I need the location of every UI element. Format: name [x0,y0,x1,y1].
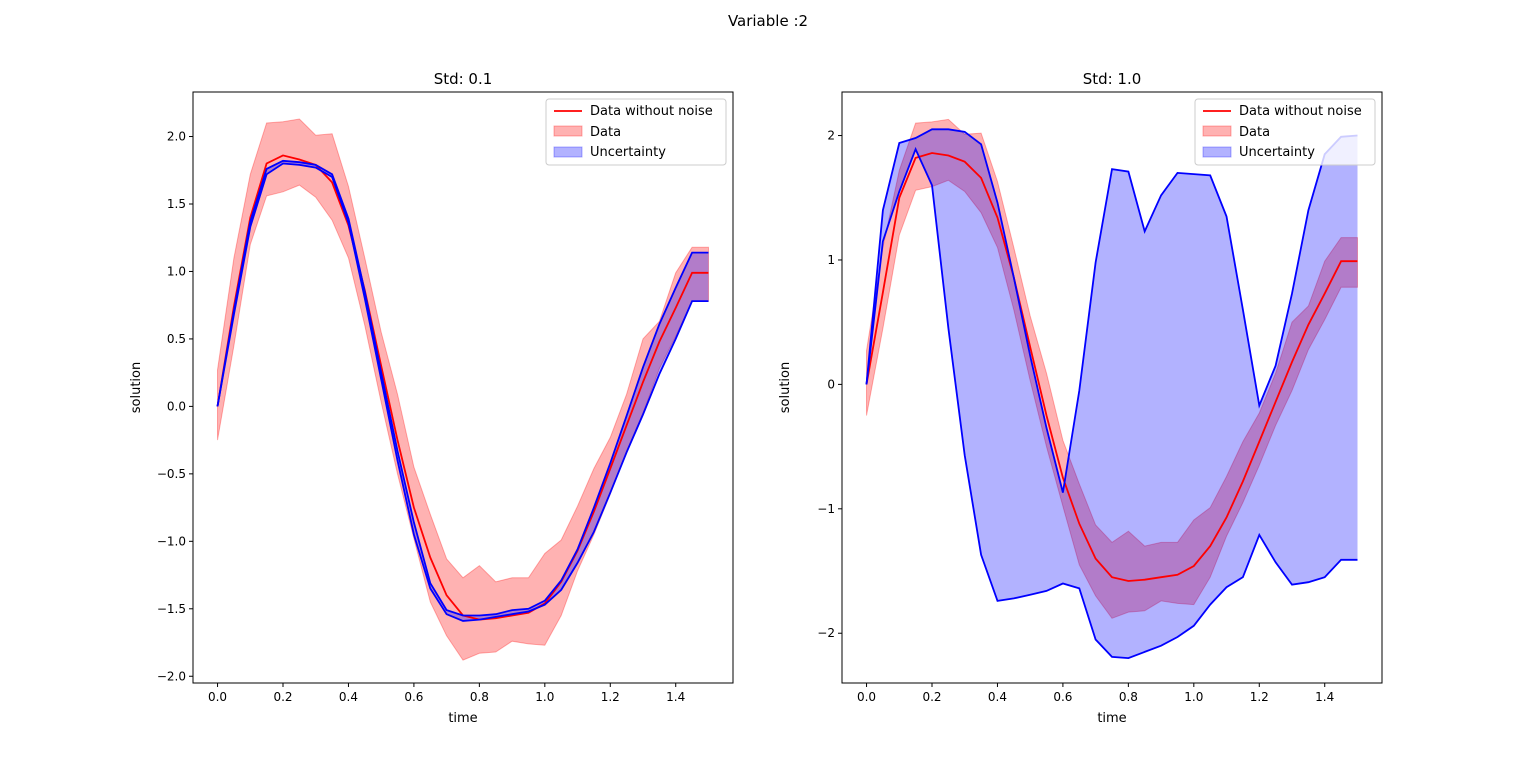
x-tick-label: 0.0 [208,690,227,704]
legend-swatch-data [553,125,583,137]
y-tick-label: 0 [827,377,835,391]
uncertainty-band [866,129,1358,659]
y-tick-label: −0.5 [157,467,186,481]
x-tick-label: 0.4 [988,690,1007,704]
axes-frame [841,91,1383,684]
legend-box [1194,98,1376,166]
y-tick-label: 0.5 [167,332,186,346]
x-tick-label: 0.2 [273,690,292,704]
y-tick-label: 1.0 [167,264,186,278]
y-axis-label: solution [778,362,793,413]
subplot-title: Std: 0.1 [434,70,493,88]
y-tick-label: −1 [817,502,835,516]
legend-entry-label: Data [1239,125,1270,140]
noise-free-line [865,152,1358,582]
legend-entry-label: Data [590,125,621,140]
x-tick-label: 0.6 [404,690,423,704]
plot-area [865,118,1358,660]
legend-box [545,98,727,166]
legend-entry-label: Uncertainty [1239,145,1315,160]
plot-area [216,118,709,661]
x-tick-label: 1.0 [1184,690,1203,704]
legend-swatch-data [1202,125,1232,137]
x-tick-label: 0.2 [922,690,941,704]
legend-entry-label: Data without noise [590,104,713,119]
y-tick-label: 2 [827,129,835,143]
y-tick-label: 1 [827,253,835,267]
x-tick-label: 1.2 [1250,690,1269,704]
x-tick-label: 0.4 [339,690,358,704]
subplot-title: Std: 1.0 [1083,70,1142,88]
uncertainty-upper-line [865,128,1358,493]
x-tick-label: 1.0 [535,690,554,704]
x-tick-label: 1.4 [1315,690,1334,704]
legend-swatch-uncertainty [1202,146,1232,158]
y-tick-label: 2.0 [167,130,186,144]
x-tick-label: 1.2 [601,690,620,704]
legend-entry-label: Data without noise [1239,104,1362,119]
uncertainty-lower-line [865,146,1358,660]
y-axis-label: solution [129,362,144,413]
y-tick-label: −2.0 [157,669,186,683]
figure-suptitle: Variable :2 [728,12,808,30]
x-tick-label: 0.8 [1119,690,1138,704]
x-axis-label: time [1097,711,1126,726]
y-tick-label: 1.5 [167,197,186,211]
y-tick-label: −1.0 [157,534,186,548]
subplot-2: 0.0 0.2 0.4 0.6 0.8 1.0 1.2 1.4 −2 −1 0 1 2 Std: 1.0 t… [778,70,1383,726]
legend: Data without noise Data Uncertainty [1194,98,1376,166]
axes-frame [192,91,734,684]
subplot-1: 0.0 0.2 0.4 0.6 0.8 1.0 1.2 1.4 −2.0 −1.5 −1.0 −0.5… [129,70,734,726]
legend-swatch-uncertainty [553,146,583,158]
legend-entry-label: Uncertainty [590,145,666,160]
y-tick-label: −2 [817,626,835,640]
y-tick-label: −1.5 [157,602,186,616]
x-tick-label: 0.8 [470,690,489,704]
x-tick-label: 0.0 [857,690,876,704]
x-axis-label: time [448,711,477,726]
data-band [866,118,1358,619]
legend: Data without noise Data Uncertainty [545,98,727,166]
x-tick-label: 0.6 [1053,690,1072,704]
uncertainty-lower-line [216,162,709,622]
y-tick-label: 0.0 [167,399,186,413]
x-tick-label: 1.4 [666,690,685,704]
uncertainty-upper-line [216,159,709,617]
